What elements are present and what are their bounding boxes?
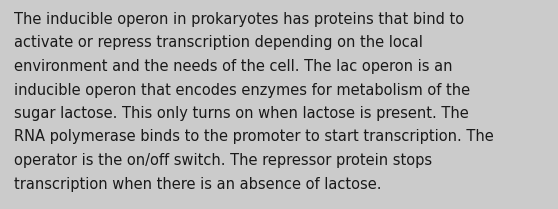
Text: inducible operon that encodes enzymes for metabolism of the: inducible operon that encodes enzymes fo… — [14, 83, 470, 98]
Text: operator is the on/off switch. The repressor protein stops: operator is the on/off switch. The repre… — [14, 153, 432, 168]
Text: RNA polymerase binds to the promoter to start transcription. The: RNA polymerase binds to the promoter to … — [14, 130, 494, 144]
Text: sugar lactose. This only turns on when lactose is present. The: sugar lactose. This only turns on when l… — [14, 106, 469, 121]
Text: transcription when there is an absence of lactose.: transcription when there is an absence o… — [14, 176, 382, 191]
Text: The inducible operon in prokaryotes has proteins that bind to: The inducible operon in prokaryotes has … — [14, 12, 464, 27]
Text: activate or repress transcription depending on the local: activate or repress transcription depend… — [14, 36, 423, 51]
Text: environment and the needs of the cell. The lac operon is an: environment and the needs of the cell. T… — [14, 59, 453, 74]
